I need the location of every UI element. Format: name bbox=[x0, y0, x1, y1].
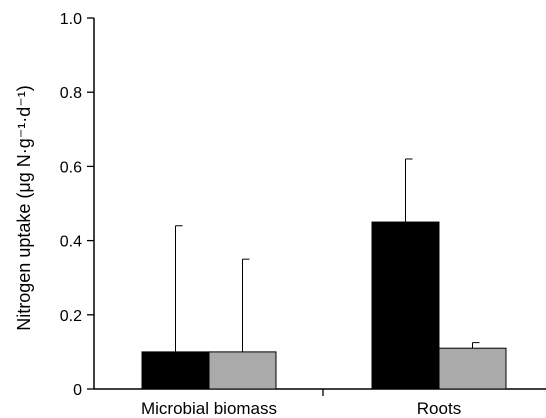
bar bbox=[141, 351, 210, 390]
y-axis-label: Nitrogen uptake (μg N·g⁻¹·d⁻¹) bbox=[14, 85, 34, 330]
axes bbox=[93, 18, 546, 396]
y-tick-label: 0.6 bbox=[60, 159, 82, 176]
bars bbox=[141, 158, 507, 390]
category-labels: Microbial biomass Roots bbox=[141, 399, 461, 418]
y-ticks: 0 0.2 0.4 0.6 0.8 1.0 bbox=[60, 11, 94, 399]
category-label: Microbial biomass bbox=[141, 399, 277, 418]
bar bbox=[438, 347, 507, 390]
bar bbox=[371, 221, 440, 390]
bar bbox=[208, 351, 277, 390]
category-label: Roots bbox=[417, 399, 461, 418]
y-tick-label: 0.2 bbox=[60, 308, 82, 325]
y-tick-label: 0.4 bbox=[60, 234, 82, 251]
y-tick-label: 1.0 bbox=[60, 11, 82, 28]
y-tick-label: 0 bbox=[73, 382, 82, 399]
y-tick-label: 0.8 bbox=[60, 85, 82, 102]
